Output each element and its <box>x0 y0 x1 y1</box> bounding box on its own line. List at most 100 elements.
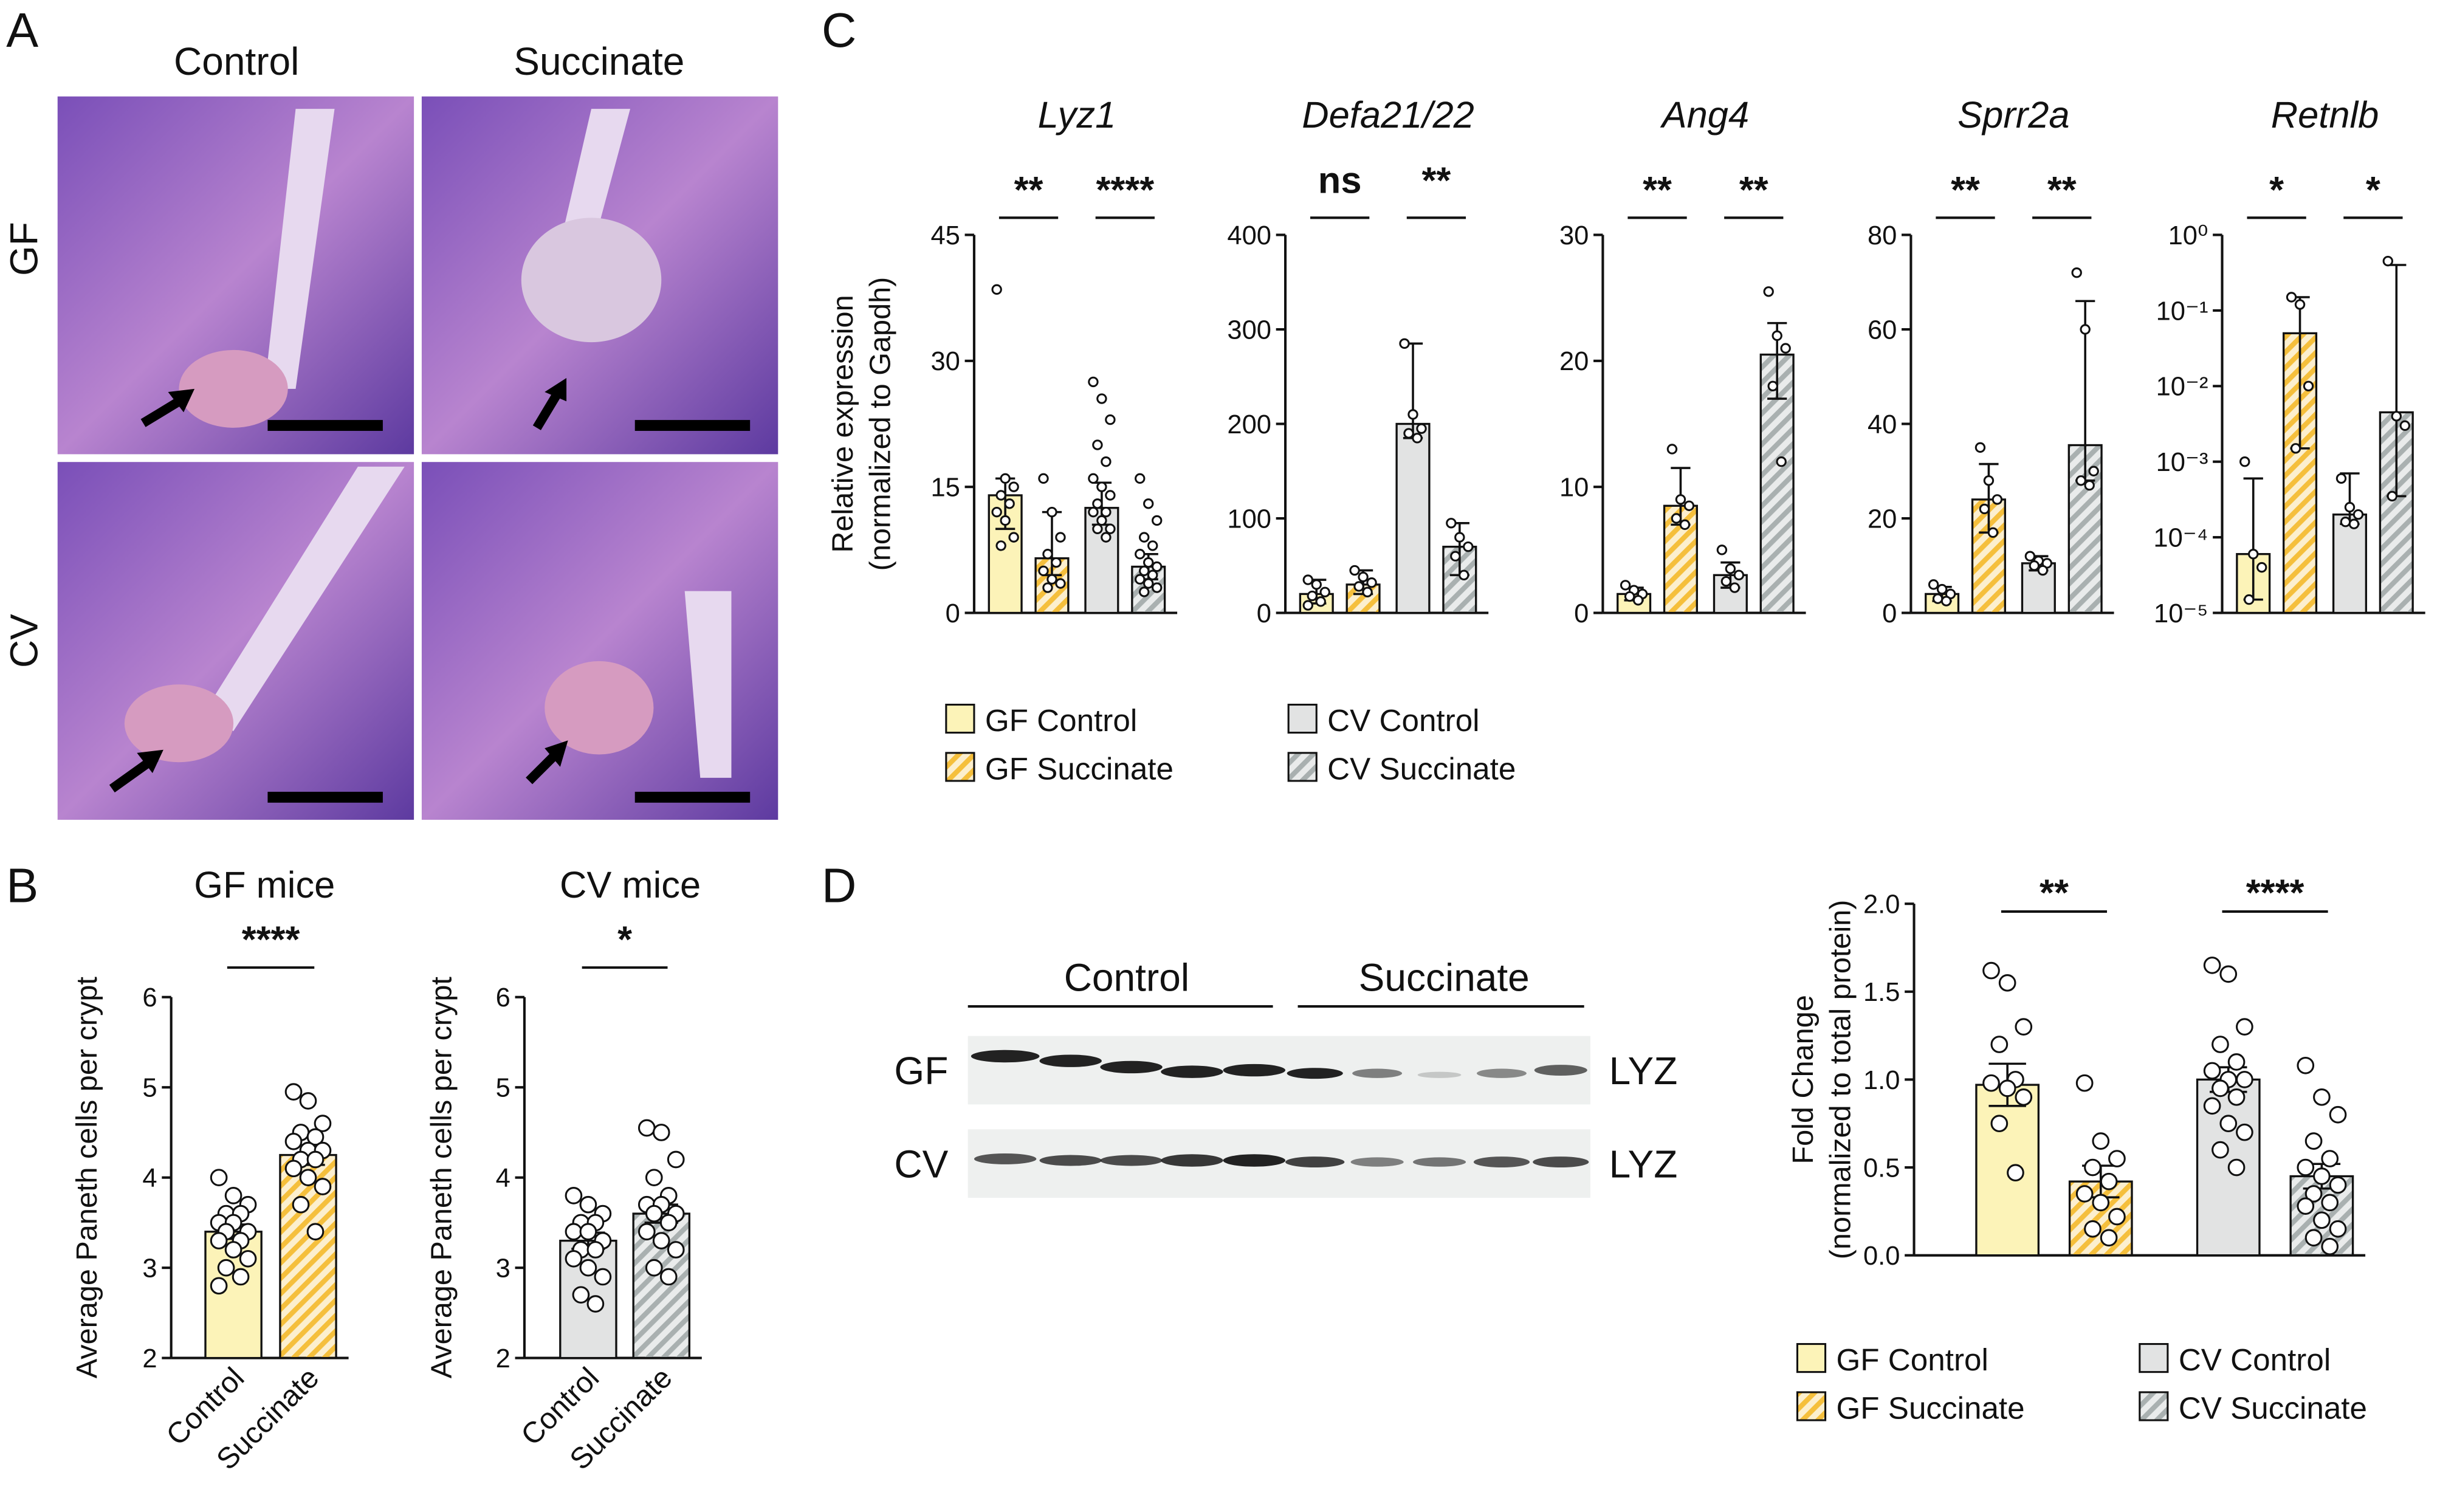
data-point <box>1671 513 1682 524</box>
data-point <box>2211 1036 2229 1053</box>
blot-row: CV <box>894 1143 948 1186</box>
y-tick-label: 0 <box>1574 599 1589 628</box>
data-point <box>1725 563 1736 574</box>
data-point <box>2313 1088 2331 1106</box>
y-tick-label: 10 <box>1559 473 1589 503</box>
data-point <box>1987 527 1999 538</box>
data-point <box>2075 475 2086 486</box>
y-tick-label: 2.0 <box>1863 890 1900 919</box>
data-point <box>1092 498 1103 509</box>
bar <box>1395 422 1431 614</box>
data-point <box>1416 423 1427 434</box>
data-point <box>2108 1150 2126 1167</box>
data-point <box>1046 506 1057 518</box>
panel-label: D <box>822 859 856 913</box>
data-point <box>2024 551 2036 562</box>
data-point <box>2108 1208 2126 1226</box>
data-point <box>2313 1211 2331 1229</box>
y-tick-label: 20 <box>1868 504 1897 534</box>
data-point <box>1928 579 1939 590</box>
data-point <box>1932 593 1943 604</box>
data-point <box>2340 517 2351 527</box>
data-point <box>645 1204 663 1223</box>
data-point <box>1105 523 1116 534</box>
y-tick-label: 0 <box>1257 599 1271 628</box>
significance-label: ** <box>1951 169 1980 211</box>
y-tick-label: 10⁰ <box>2168 221 2208 250</box>
data-point <box>284 1132 303 1150</box>
data-point <box>2211 1141 2229 1159</box>
data-point <box>1311 579 1322 590</box>
data-point <box>1632 595 1644 606</box>
row-label: GF <box>2 222 46 276</box>
data-point <box>2075 1185 2094 1203</box>
panel-label: B <box>6 859 38 913</box>
data-point <box>2236 1071 2253 1088</box>
data-point <box>659 1214 678 1232</box>
y-tick-label: 10⁻² <box>2156 373 2208 402</box>
data-point <box>306 1150 325 1169</box>
data-point <box>2286 292 2297 303</box>
data-point <box>1624 591 1635 602</box>
data-point <box>2029 560 2040 571</box>
data-point <box>1772 330 1782 342</box>
legend-label: GF Control <box>1836 1342 1988 1377</box>
data-point <box>1143 557 1154 568</box>
y-tick-label: 200 <box>1227 410 1271 439</box>
histology-images <box>57 96 778 820</box>
data-point <box>1101 456 1112 467</box>
data-point <box>1362 586 1373 598</box>
data-point <box>2297 1197 2315 1215</box>
chart: 0 10 20 30 Ang4 ** ** <box>1559 94 1806 628</box>
data-point <box>1733 569 1745 581</box>
legend-swatch <box>1796 1343 1827 1373</box>
y-tick-label: 10⁻⁴ <box>2153 523 2208 552</box>
data-point <box>284 1160 303 1178</box>
legend-label: CV Control <box>1327 703 1479 738</box>
y-tick-label: 2 <box>496 1344 510 1373</box>
data-point <box>2399 420 2410 431</box>
y-tick-label: 30 <box>930 347 960 376</box>
panel-label: A <box>6 3 38 57</box>
data-point <box>2244 594 2255 605</box>
data-point <box>1776 456 1787 467</box>
y-tick-label: 15 <box>930 473 960 503</box>
chart: 2 3 4 5 6 GF mice Average Paneth cells per cry… <box>70 864 349 1476</box>
y-axis-label: Average Paneth cells per crypt <box>70 977 103 1379</box>
data-point <box>1349 565 1360 576</box>
column-label: Control <box>174 40 299 83</box>
data-point <box>2084 1220 2101 1238</box>
data-point <box>1974 442 1986 453</box>
significance-label: ** <box>1643 169 1672 211</box>
data-point <box>1399 338 1410 349</box>
significance-label: ns <box>1318 159 1362 201</box>
data-point <box>314 1178 332 1195</box>
blot-group: Control <box>1064 956 1189 1000</box>
data-point <box>645 1169 663 1187</box>
data-point <box>1992 494 2003 505</box>
data-point <box>2088 466 2099 476</box>
data-point <box>2227 1053 2246 1071</box>
data-point <box>1302 574 1313 585</box>
data-point <box>2227 1088 2246 1106</box>
data-point <box>1135 574 1146 585</box>
data-point <box>2304 1229 2323 1247</box>
data-point <box>1088 506 1099 518</box>
data-point <box>2352 509 2364 520</box>
data-point <box>2304 1132 2323 1150</box>
data-point <box>2297 1056 2315 1074</box>
data-point <box>2382 255 2394 267</box>
data-point <box>586 1295 605 1313</box>
significance-label: * <box>2269 169 2284 211</box>
panel-label: C <box>822 3 856 57</box>
data-point <box>1088 376 1099 388</box>
data-point <box>2387 490 2398 502</box>
data-point <box>1454 532 1465 543</box>
data-point <box>667 1241 685 1259</box>
data-point <box>299 1092 317 1110</box>
legend-label: GF Succinate <box>985 751 1174 786</box>
data-point <box>995 490 1006 501</box>
data-point <box>2303 380 2314 392</box>
data-point <box>1055 578 1066 589</box>
